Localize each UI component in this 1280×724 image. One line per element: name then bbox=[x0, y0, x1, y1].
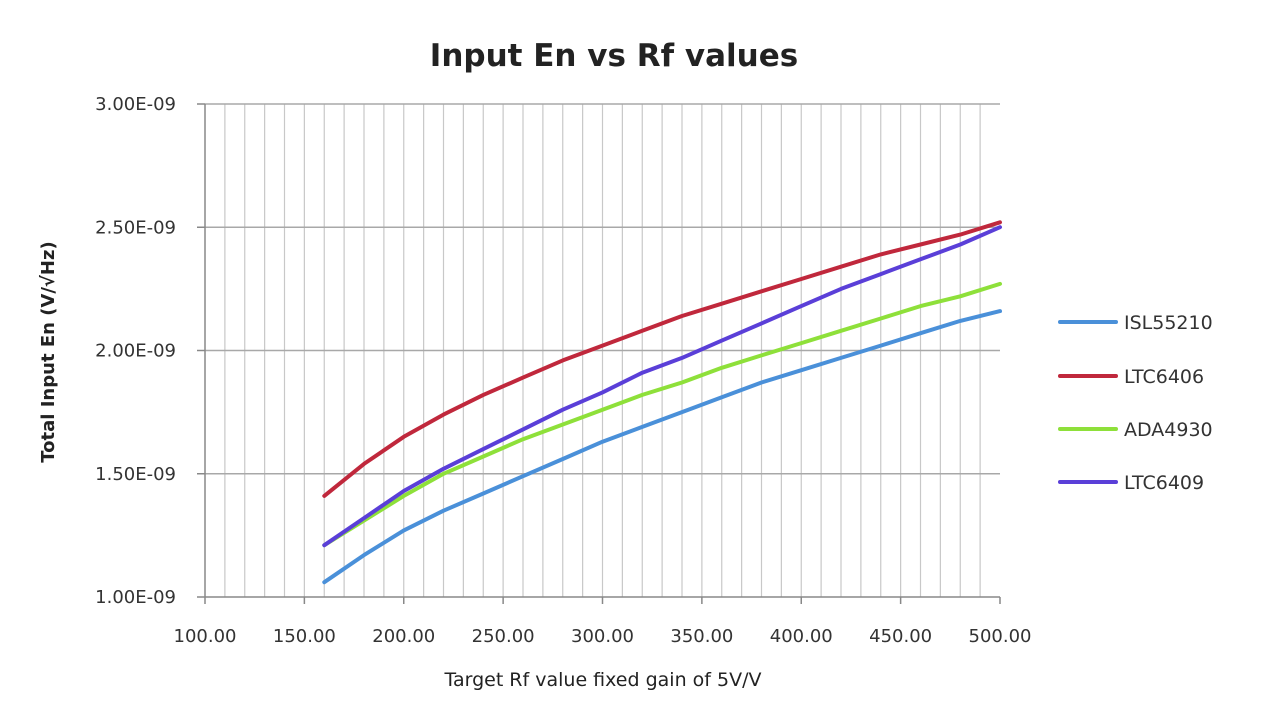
x-tick-labels: 100.00 150.00 200.00 250.00 300.00 350.00 400.… bbox=[174, 626, 1032, 647]
x-tick-label: 200.00 bbox=[372, 626, 435, 647]
series-line-ltc6406 bbox=[322, 220, 1002, 498]
y-tick-label: 1.00E-09 bbox=[95, 587, 176, 608]
series-line-isl55210 bbox=[322, 309, 1002, 585]
x-tick-label: 350.00 bbox=[670, 626, 733, 647]
y-tick-label: 1.50E-09 bbox=[95, 464, 176, 485]
series-line-ada4930 bbox=[322, 281, 1002, 548]
x-axis-label: Target Rf value fixed gain of 5V/V bbox=[443, 669, 761, 691]
y-tick-label: 2.00E-09 bbox=[95, 341, 176, 362]
legend-label-isl55210: ISL55210 bbox=[1124, 312, 1213, 334]
x-tick-label: 450.00 bbox=[869, 626, 932, 647]
x-tick-label: 100.00 bbox=[174, 626, 237, 647]
x-tick-label: 500.00 bbox=[969, 626, 1032, 647]
series-lines bbox=[322, 220, 1002, 585]
chart-title: Input En vs Rf values bbox=[430, 38, 798, 74]
y-tick-labels: 1.00E-09 1.50E-09 2.00E-09 2.50E-09 3.00E-09 bbox=[95, 94, 176, 608]
x-tick-label: 150.00 bbox=[273, 626, 336, 647]
legend: ISL55210 LTC6406 ADA4930 LTC6409 bbox=[1058, 312, 1213, 494]
series-line-ltc6409 bbox=[322, 225, 1002, 548]
x-tick-label: 300.00 bbox=[571, 626, 634, 647]
x-tick-label: 250.00 bbox=[472, 626, 535, 647]
grid bbox=[205, 103, 1000, 597]
axes bbox=[197, 103, 1001, 604]
y-tick-label: 3.00E-09 bbox=[95, 94, 176, 115]
legend-label-ltc6409: LTC6409 bbox=[1124, 472, 1204, 494]
x-tick-label: 400.00 bbox=[770, 626, 833, 647]
legend-label-ada4930: ADA4930 bbox=[1124, 419, 1213, 441]
y-axis-label: Total Input En (V/√Hz) bbox=[38, 241, 59, 462]
legend-label-ltc6406: LTC6406 bbox=[1124, 366, 1204, 388]
y-tick-label: 2.50E-09 bbox=[95, 217, 176, 238]
